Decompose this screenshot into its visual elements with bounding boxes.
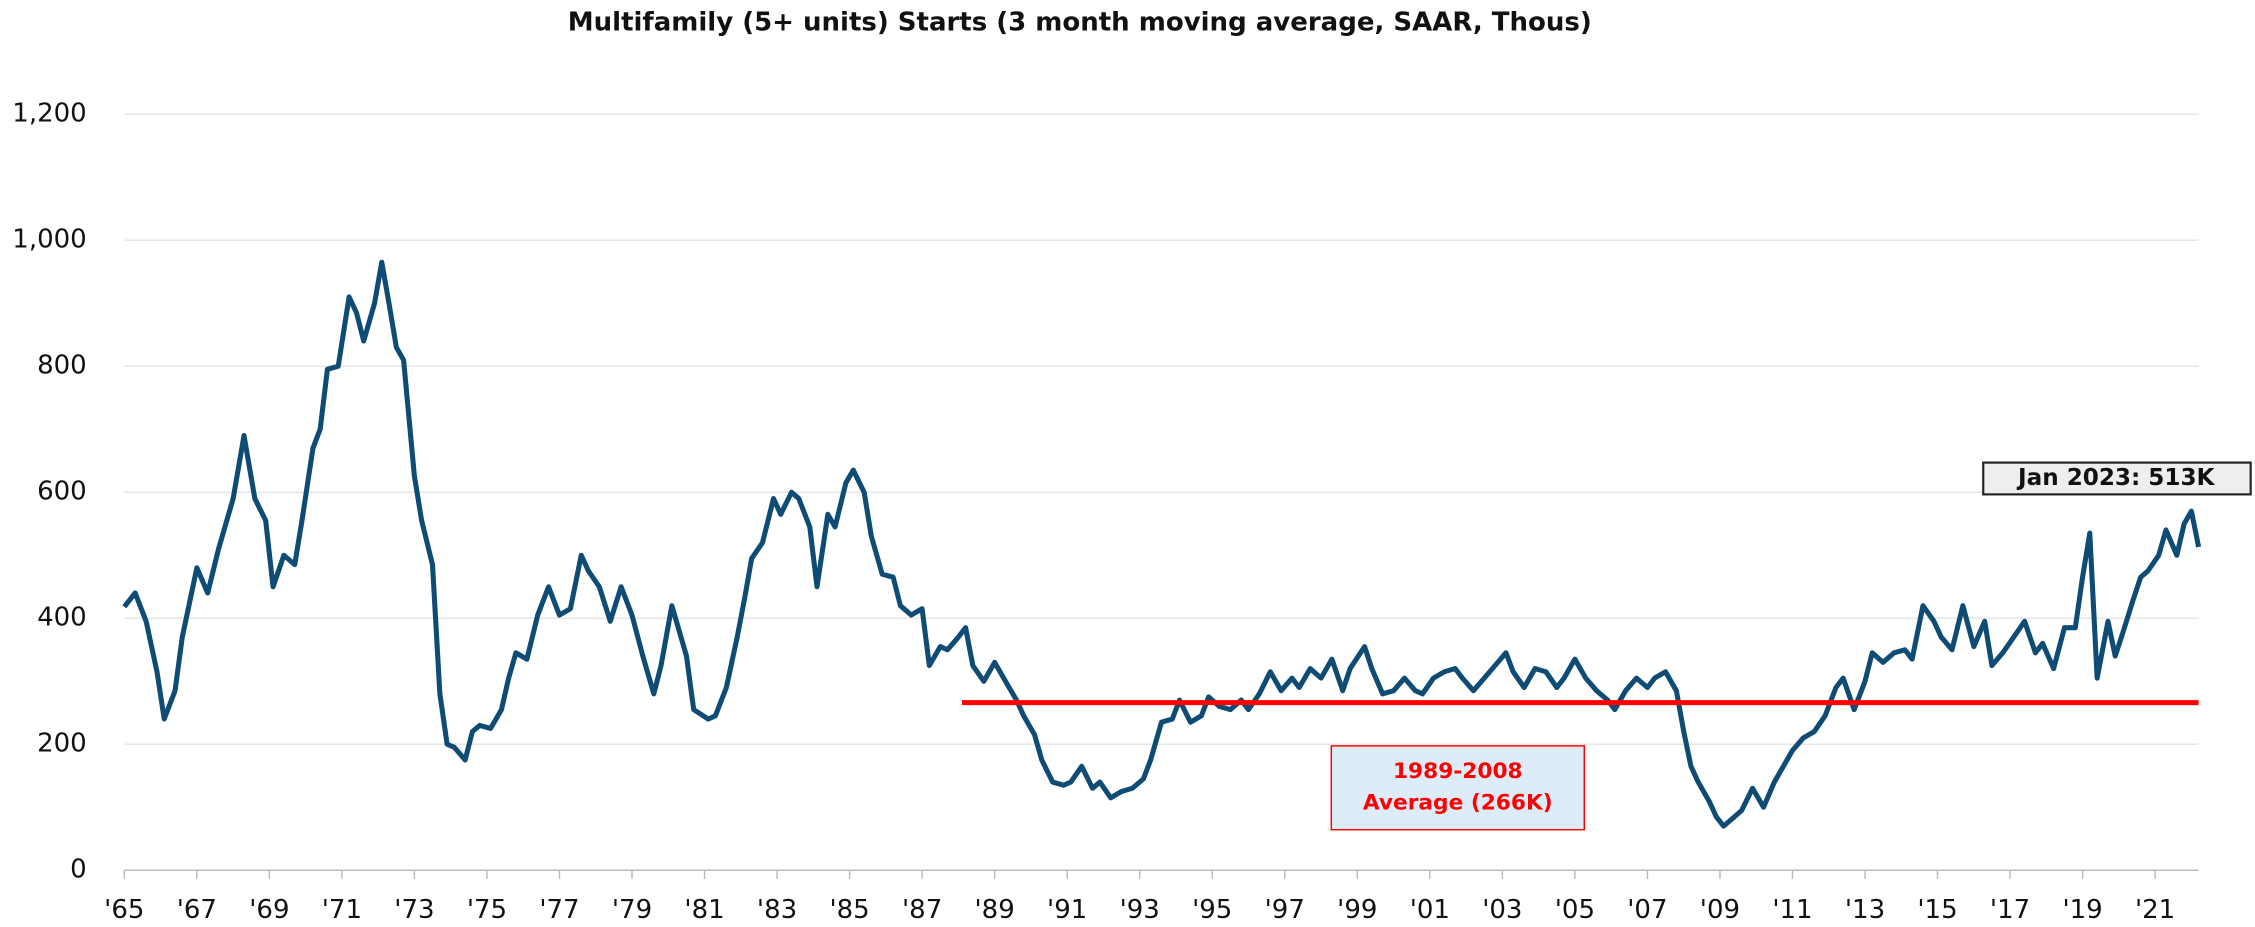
x-tick-label: '87 [902, 895, 942, 923]
x-tick-label: '13 [1845, 895, 1885, 923]
data-line [122, 259, 2202, 829]
x-tick-label: '91 [1047, 895, 1087, 923]
x-tick-label: '85 [829, 895, 869, 923]
chart-title: Multifamily (5+ units) Starts (3 month m… [568, 8, 1592, 38]
y-tick-label: 800 [37, 351, 87, 381]
y-tick-label: 0 [70, 855, 87, 885]
x-tick-label: '03 [1482, 895, 1522, 923]
x-tick-label: '07 [1627, 895, 1667, 923]
average-label: 1989-2008 [1393, 759, 1523, 784]
x-tick-label: '97 [1265, 895, 1305, 923]
x-tick-label: '01 [1410, 895, 1450, 923]
x-tick-label: '79 [612, 895, 652, 923]
annotation-box [1982, 461, 2252, 496]
annotation: Jan 2023: 513K [2016, 465, 2216, 491]
x-tick-label: '65 [104, 895, 144, 923]
x-tick-label: '67 [177, 895, 217, 923]
x-tick-label: '71 [322, 895, 362, 923]
x-tick-label: '17 [1990, 895, 2030, 923]
x-tick-label: '69 [249, 895, 289, 923]
y-tick-label: 200 [37, 729, 87, 759]
x-tick-label: '75 [467, 895, 507, 923]
y-tick-label: 600 [37, 477, 87, 507]
x-tick-label: '99 [1337, 895, 1377, 923]
x-tick-label: '73 [394, 895, 434, 923]
x-tick-label: '09 [1700, 895, 1740, 923]
x-tick-label: '95 [1192, 895, 1232, 923]
x-tick-label: '89 [975, 895, 1015, 923]
y-tick-label: 1,200 [12, 99, 86, 129]
y-tick-label: 400 [37, 603, 87, 633]
average-label: Average (266K) [1363, 791, 1553, 816]
x-tick-label: '19 [2062, 895, 2102, 923]
x-tick-label: '81 [684, 895, 724, 923]
y-tick-label: 1,000 [12, 225, 86, 255]
x-tick-label: '15 [1917, 895, 1957, 923]
x-tick-label: '21 [2135, 895, 2175, 923]
x-tick-label: '11 [1772, 895, 1812, 923]
x-tick-label: '77 [539, 895, 579, 923]
x-tick-label: '05 [1555, 895, 1595, 923]
average-label-box [1330, 745, 1586, 831]
x-tick-label: '83 [757, 895, 797, 923]
x-tick-label: '93 [1120, 895, 1160, 923]
